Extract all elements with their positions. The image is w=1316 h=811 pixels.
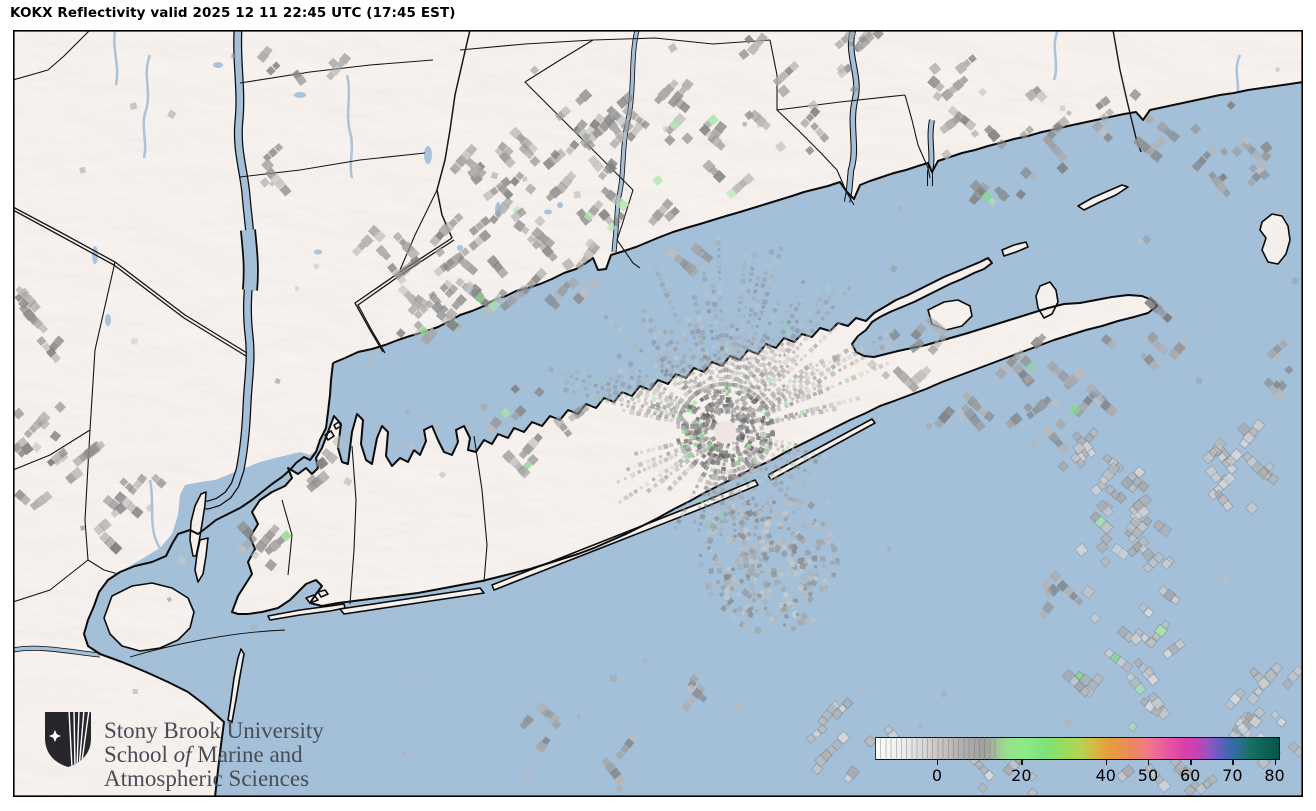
- map-svg: [13, 30, 1303, 797]
- colorbar-gray-steps: [875, 737, 997, 760]
- mainland-coastlines: [83, 81, 1303, 797]
- radar-map-canvas: [13, 30, 1303, 797]
- colorbar-tick-label: 80: [1264, 766, 1285, 785]
- barrier-island-east: [767, 418, 876, 481]
- block-island-coast: [1259, 213, 1291, 265]
- radar-echo-layer: [13, 30, 1303, 797]
- colorbar-tick-label: 60: [1179, 766, 1201, 785]
- sbu-logo-text: Stony Brook University School of Marine …: [104, 719, 324, 791]
- plum-island-coast: [1001, 241, 1029, 257]
- colorbar-tick: [1274, 760, 1276, 765]
- colorbar-tick-label: 70: [1222, 766, 1243, 785]
- lakes: [92, 62, 563, 326]
- colorbar-tick-label: 20: [1011, 766, 1032, 785]
- island-coastlines: [103, 184, 1291, 723]
- border-lines-layer: [13, 30, 1142, 605]
- nassau-suffolk-border: [473, 435, 488, 583]
- barrier-island-fire: [491, 479, 759, 591]
- sbu-shield-icon: [45, 712, 91, 767]
- colorbar-tick-label: 40: [1095, 766, 1116, 785]
- sbu-logo: Stony Brook University School of Marine …: [42, 710, 324, 791]
- harbor-channel-line: [129, 629, 286, 658]
- long-island-coast: [231, 257, 1158, 615]
- map-title: KOKX Reflectivity valid 2025 12 11 22:45…: [10, 5, 456, 21]
- colorbar-tick: [1147, 760, 1150, 765]
- rivers-layer: [13, 30, 1242, 658]
- rockaway-coast: [267, 603, 346, 621]
- colorbar-tick: [1021, 760, 1023, 765]
- fishers-island-coast: [1077, 184, 1129, 211]
- sandy-hook-coast: [227, 648, 245, 723]
- colorbar-gradient: [875, 737, 1280, 760]
- ny-ct-border: [436, 30, 471, 239]
- sbu-logo-line2: School of Marine and: [104, 742, 303, 767]
- sbu-logo-line1: Stony Brook University: [104, 718, 324, 743]
- gardiners-island-coast: [1035, 281, 1059, 319]
- staten-island-coast: [103, 582, 195, 652]
- connecticut-coast: [332, 81, 1303, 364]
- colorbar-tick: [1190, 760, 1192, 765]
- colorbar-tick: [1105, 760, 1108, 765]
- colorbar-tick: [1232, 760, 1234, 765]
- shield-star: [49, 730, 61, 742]
- map-frame: [13, 30, 1303, 797]
- nassau-queens-border: [349, 445, 357, 605]
- bayonne-coast: [194, 537, 209, 583]
- barrier-island-jones: [339, 587, 485, 615]
- nyc-nj-coast: [83, 362, 334, 797]
- colorbar-tick-label: 50: [1137, 766, 1159, 785]
- radar-site-kokx: [714, 421, 736, 443]
- colorbar-tick-label: 0: [931, 766, 943, 785]
- sbu-logo-line3: Atmospheric Sciences: [104, 766, 310, 791]
- reflectivity-colorbar: 0 20 40 50 60 70 80: [875, 737, 1285, 787]
- colorbar-tick: [936, 760, 939, 765]
